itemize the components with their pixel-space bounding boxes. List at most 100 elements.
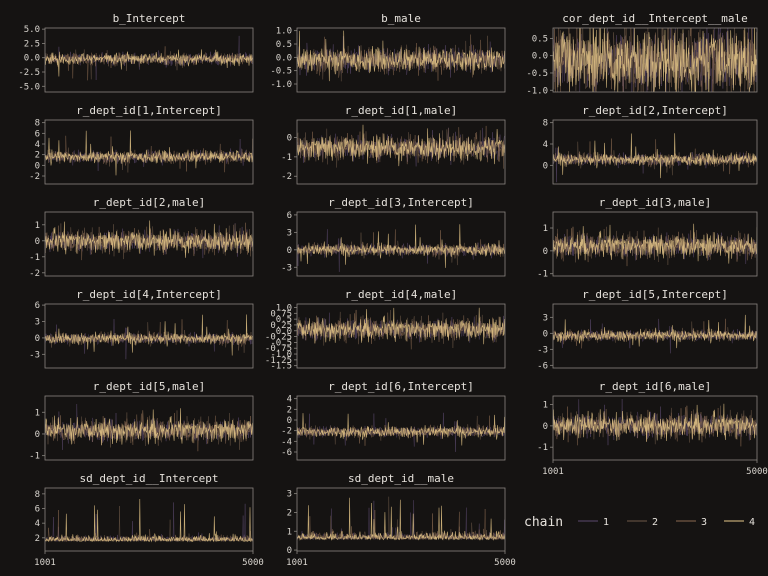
- panel-title: r_dept_id[2,Intercept]: [582, 104, 728, 117]
- legend-entry: 1: [603, 517, 609, 528]
- y-tick-label: -4: [281, 437, 292, 447]
- y-tick-label: 3: [35, 318, 40, 328]
- y-tick-label: -0.5: [270, 338, 292, 348]
- panel-border: [552, 395, 758, 461]
- chain-trace-line: [45, 502, 253, 543]
- y-tick-label: -1: [537, 270, 548, 280]
- y-tick-label: 6: [35, 301, 40, 311]
- x-tick-label: 1001: [34, 558, 56, 568]
- y-tick-label: 3: [287, 490, 292, 500]
- y-tick-label: 1: [35, 408, 40, 418]
- y-tick-label: -6: [537, 361, 548, 371]
- trace-lines: [297, 496, 505, 541]
- y-tick-label: 4: [35, 519, 40, 529]
- chain-trace-line: [553, 28, 757, 92]
- panel-title: r_dept_id[2,male]: [93, 196, 206, 209]
- trace-panel: r_dept_id[6,male] 1 0 -1 1001 5000: [537, 380, 768, 477]
- trace-lines: [297, 124, 505, 169]
- trace-panel: r_dept_id[2,male] 1 0 -1 -2: [29, 196, 254, 279]
- panel-border: [552, 303, 758, 369]
- panel-title: sd_dept_id__male: [348, 472, 454, 485]
- trace-panel: r_dept_id[5,Intercept] 3 0 -3 -6: [537, 288, 758, 371]
- y-tick-label: -1: [537, 443, 548, 453]
- y-tick-label: -1.0: [526, 86, 548, 96]
- y-tick-label: 0: [35, 237, 40, 247]
- y-tick-label: -3: [537, 345, 548, 355]
- panel-border: [44, 27, 254, 93]
- y-tick-label: 1.0: [276, 303, 292, 313]
- legend-entry: 2: [652, 517, 658, 528]
- trace-panel: r_dept_id[1,male] 0 -1 -2: [281, 104, 506, 185]
- legend: chain 1 2 3 4: [524, 515, 755, 530]
- y-tick-label: 4: [543, 140, 548, 150]
- chain-trace-line: [45, 49, 253, 80]
- panel-title: r_dept_id[6,male]: [599, 380, 712, 393]
- y-tick-label: 0.0: [532, 52, 548, 62]
- y-tick-label: 1: [543, 401, 548, 411]
- y-tick-label: 1: [543, 224, 548, 234]
- panel-title: r_dept_id[1,Intercept]: [76, 104, 222, 117]
- legend-entry: 3: [701, 517, 707, 528]
- y-tick-label: 0.5: [276, 315, 292, 325]
- trace-lines: [553, 28, 757, 92]
- y-tick-label: 0.25: [270, 321, 292, 331]
- panel-border: [44, 395, 254, 461]
- legend-entry: 4: [749, 517, 755, 528]
- panel-border: [44, 487, 254, 552]
- panel-title: r_dept_id[4,Intercept]: [76, 288, 222, 301]
- trace-lines: [297, 30, 505, 82]
- y-tick-label: 8: [543, 119, 548, 129]
- chain-trace-line: [45, 130, 253, 176]
- y-tick-label: 6: [287, 211, 292, 221]
- y-tick-label: -0.25: [265, 333, 292, 343]
- y-tick-label: 0: [35, 430, 40, 440]
- trace-panel: r_dept_id[5,male] 1 0 -1: [29, 380, 254, 462]
- chain-trace-line: [553, 147, 757, 183]
- trace-lines: [45, 314, 253, 360]
- y-tick-label: -2: [29, 269, 40, 279]
- chain-trace-line: [45, 509, 253, 543]
- y-tick-label: 0: [543, 422, 548, 432]
- chain-trace-line: [297, 307, 505, 345]
- panel-title: b_male: [381, 12, 421, 25]
- y-tick-label: 0.0: [276, 53, 292, 63]
- trace-panel: r_dept_id[4,Intercept] 6 3 0 -3: [29, 288, 254, 369]
- trace-panel: sd_dept_id__male 3 2 1 0 1001 5000: [286, 472, 516, 568]
- panel-border: [552, 27, 758, 93]
- chain-trace-line: [45, 505, 253, 543]
- y-tick-label: 1: [35, 221, 40, 231]
- panel-title: r_dept_id[3,male]: [599, 196, 712, 209]
- y-tick-label: 0: [35, 161, 40, 171]
- panel-border: [296, 119, 506, 185]
- y-tick-label: 5.0: [24, 25, 40, 35]
- chain-trace-line: [297, 413, 505, 446]
- trace-lines: [297, 412, 505, 452]
- y-tick-label: 1.0: [276, 27, 292, 37]
- chain-trace-line: [553, 314, 757, 349]
- x-tick-label: 1001: [286, 558, 308, 568]
- y-tick-label: 2.5: [24, 39, 40, 49]
- panel-title: r_dept_id[4,male]: [345, 288, 458, 301]
- trace-lines: [45, 130, 253, 176]
- trace-panel: b_male 1.0 0.5 0.0 -0.5 -1.0: [270, 12, 506, 93]
- panel-border: [296, 211, 506, 277]
- panel-title: r_dept_id[5,male]: [93, 380, 206, 393]
- trace-lines: [297, 224, 505, 272]
- trace-panel: r_dept_id[2,Intercept] 8 4 0: [543, 104, 758, 185]
- trace-lines: [553, 133, 757, 183]
- y-tick-label: -2.5: [18, 68, 40, 78]
- x-tick-label: 5000: [746, 467, 768, 477]
- chain-trace-line: [553, 133, 757, 179]
- y-tick-label: 0.0: [276, 327, 292, 337]
- chain-trace-line: [45, 314, 253, 356]
- y-tick-label: 0: [287, 133, 292, 143]
- panel-title: r_dept_id[6,Intercept]: [328, 380, 474, 393]
- panel-border: [296, 27, 506, 93]
- y-tick-label: -1.0: [270, 350, 292, 360]
- chain-trace-line: [45, 498, 253, 543]
- y-tick-label: 8: [35, 119, 40, 129]
- trace-panel: b_Intercept 5.0 2.5 0.0 -2.5 -5.0: [18, 12, 254, 93]
- panel-border: [44, 119, 254, 185]
